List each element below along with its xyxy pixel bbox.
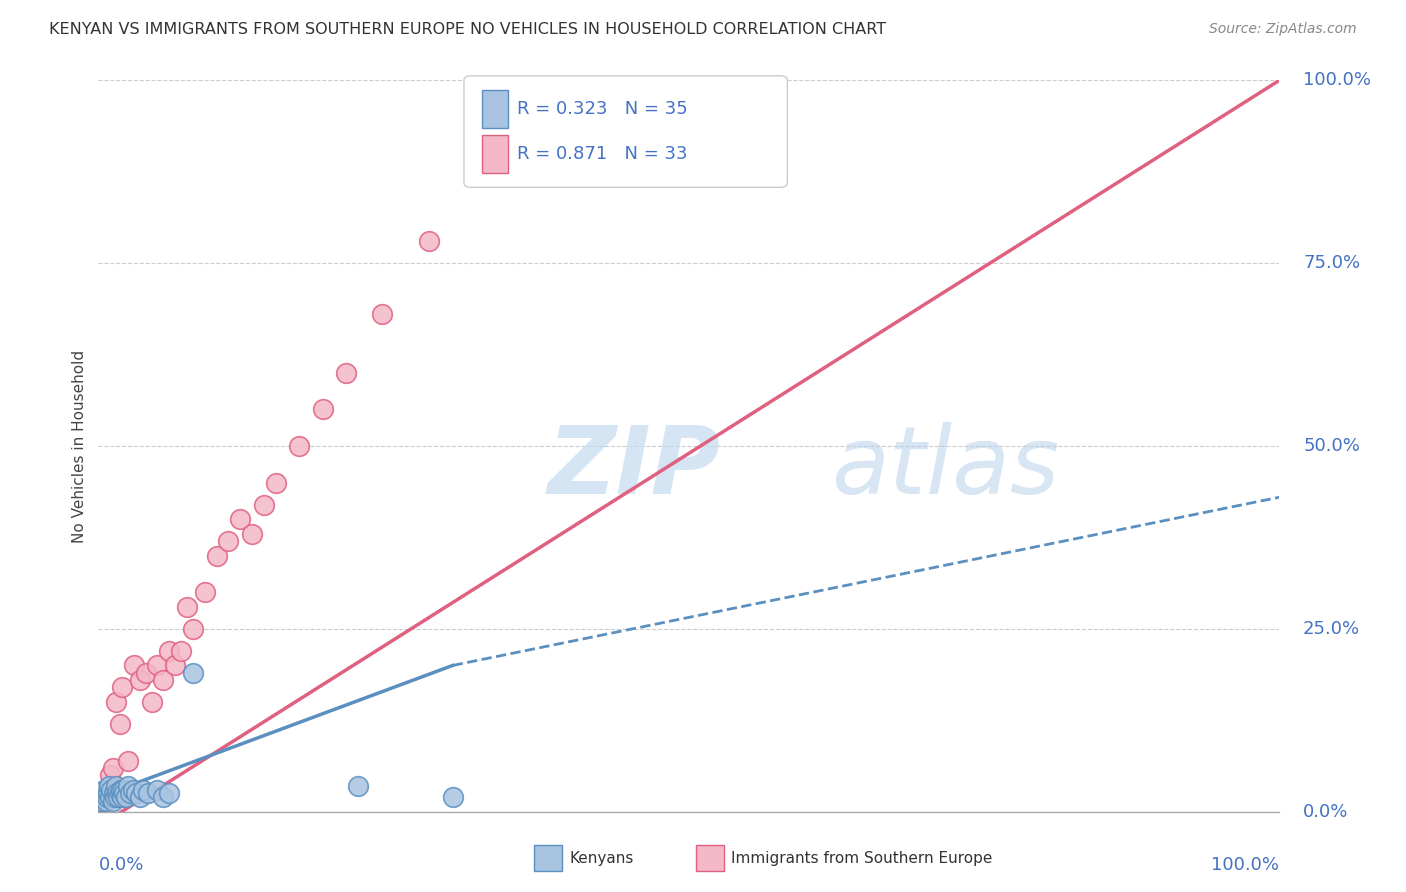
- Point: [253, 498, 276, 512]
- Point: [105, 779, 128, 793]
- Point: [176, 599, 198, 614]
- Point: [312, 402, 335, 417]
- Point: [112, 787, 135, 801]
- Point: [132, 782, 155, 797]
- Point: [347, 779, 370, 793]
- Text: 50.0%: 50.0%: [1303, 437, 1360, 455]
- Point: [93, 782, 115, 797]
- Text: Immigrants from Southern Europe: Immigrants from Southern Europe: [731, 851, 993, 865]
- Point: [101, 794, 124, 808]
- Point: [418, 234, 440, 248]
- Point: [181, 622, 204, 636]
- Point: [181, 665, 204, 680]
- Point: [93, 794, 115, 808]
- Text: R = 0.323   N = 35: R = 0.323 N = 35: [517, 100, 688, 118]
- Point: [98, 768, 121, 782]
- Point: [91, 790, 114, 805]
- Point: [157, 787, 180, 801]
- Point: [90, 794, 112, 808]
- Text: 25.0%: 25.0%: [1303, 620, 1360, 638]
- Text: 100.0%: 100.0%: [1303, 71, 1371, 89]
- Point: [157, 644, 180, 658]
- Point: [264, 475, 287, 490]
- Point: [135, 665, 157, 680]
- Point: [146, 658, 169, 673]
- Point: [170, 644, 193, 658]
- Point: [121, 782, 143, 797]
- Text: atlas: atlas: [831, 423, 1059, 514]
- Point: [91, 790, 114, 805]
- Point: [111, 681, 134, 695]
- Point: [103, 787, 125, 801]
- Point: [114, 790, 136, 805]
- Point: [288, 439, 311, 453]
- Text: 0.0%: 0.0%: [98, 855, 143, 873]
- Point: [194, 585, 217, 599]
- Point: [117, 779, 139, 793]
- Text: 0.0%: 0.0%: [1303, 803, 1348, 821]
- Point: [335, 366, 357, 380]
- Text: Source: ZipAtlas.com: Source: ZipAtlas.com: [1209, 22, 1357, 37]
- Point: [122, 658, 145, 673]
- Point: [217, 534, 239, 549]
- Point: [110, 782, 132, 797]
- Point: [112, 782, 135, 797]
- Point: [98, 790, 121, 805]
- Point: [96, 790, 118, 805]
- Point: [120, 787, 142, 801]
- Point: [165, 658, 187, 673]
- Point: [441, 790, 464, 805]
- Point: [108, 787, 131, 801]
- Point: [101, 761, 124, 775]
- Point: [97, 787, 120, 801]
- Point: [98, 779, 121, 793]
- Point: [125, 787, 148, 801]
- Point: [128, 673, 150, 687]
- Y-axis label: No Vehicles in Household: No Vehicles in Household: [72, 350, 87, 542]
- Point: [105, 787, 128, 801]
- Point: [97, 782, 120, 797]
- Point: [146, 782, 169, 797]
- Point: [107, 790, 129, 805]
- Point: [90, 794, 112, 808]
- Text: KENYAN VS IMMIGRANTS FROM SOUTHERN EUROPE NO VEHICLES IN HOUSEHOLD CORRELATION C: KENYAN VS IMMIGRANTS FROM SOUTHERN EUROP…: [49, 22, 886, 37]
- Text: R = 0.871   N = 33: R = 0.871 N = 33: [517, 145, 688, 163]
- Point: [141, 695, 163, 709]
- Point: [152, 673, 174, 687]
- Text: 100.0%: 100.0%: [1212, 855, 1279, 873]
- Point: [136, 787, 159, 801]
- Point: [94, 794, 117, 808]
- Point: [111, 790, 134, 805]
- Point: [100, 782, 122, 797]
- Point: [108, 717, 131, 731]
- Point: [105, 695, 128, 709]
- Point: [128, 790, 150, 805]
- Point: [104, 790, 127, 805]
- Point: [91, 787, 114, 801]
- Point: [240, 526, 263, 541]
- Point: [229, 512, 252, 526]
- Text: ZIP: ZIP: [547, 422, 720, 514]
- Point: [152, 790, 174, 805]
- Text: Kenyans: Kenyans: [569, 851, 634, 865]
- Point: [371, 307, 394, 321]
- Text: 75.0%: 75.0%: [1303, 254, 1360, 272]
- Point: [117, 754, 139, 768]
- Point: [205, 549, 228, 563]
